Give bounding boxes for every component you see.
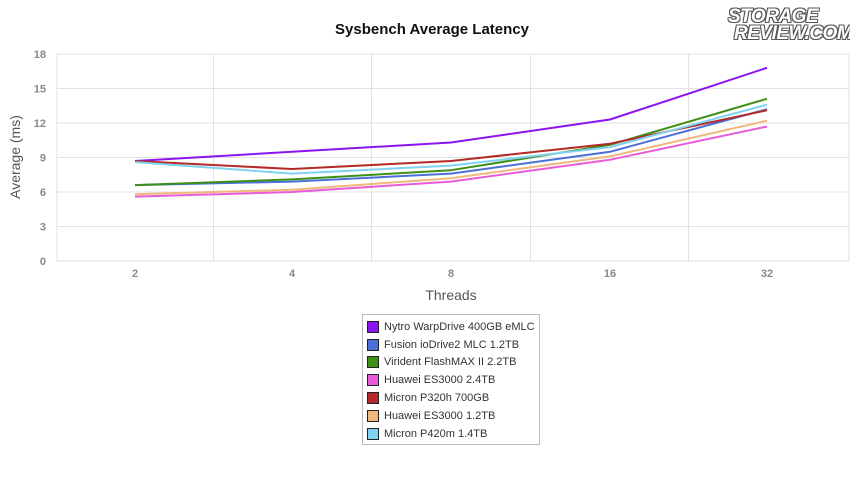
y-tick-label: 3: [40, 222, 46, 234]
legend-item: Huawei ES3000 2.4TB: [367, 371, 535, 389]
x-tick-label: 32: [761, 268, 773, 280]
y-tick-label: 18: [34, 49, 46, 61]
y-tick-label: 6: [40, 187, 46, 199]
series-line-2: [134, 97, 768, 187]
y-tick-label: 9: [40, 153, 46, 165]
x-tick-label: 16: [604, 268, 616, 280]
x-tick-label: 4: [289, 268, 296, 280]
logo-line-1: STORAGE: [728, 6, 819, 27]
legend-swatch: [367, 338, 379, 351]
legend-swatch: [367, 409, 379, 422]
storagereview-logo: STORAGE REVIEW.COM: [728, 6, 850, 48]
legend-item: Huawei ES3000 1.2TB: [367, 407, 535, 425]
legend-swatch: [367, 356, 379, 369]
x-tick-label: 8: [448, 268, 454, 280]
legend-label: Nytro WarpDrive 400GB eMLC: [384, 320, 535, 333]
legend-label: Micron P320h 700GB: [384, 392, 490, 405]
legend-swatch: [367, 374, 379, 387]
y-tick-label: 15: [34, 84, 46, 96]
legend-item: Nytro WarpDrive 400GB eMLC: [367, 318, 535, 336]
series-line-1: [134, 108, 768, 187]
legend-label: Huawei ES3000 1.2TB: [384, 409, 496, 422]
legend-label: Micron P420m 1.4TB: [384, 427, 488, 440]
legend-item: Micron P420m 1.4TB: [367, 425, 535, 443]
series-line-5: [134, 119, 768, 196]
y-tick-labels: 0 3 6 9 12 15 18: [34, 49, 46, 268]
x-tick-label: 2: [132, 268, 138, 280]
legend-swatch: [367, 427, 379, 440]
legend-item: Micron P320h 700GB: [367, 389, 535, 407]
series-line-3: [134, 125, 768, 198]
legend-swatch: [367, 320, 379, 333]
y-tick-label: 12: [34, 118, 46, 130]
legend-label: Fusion ioDrive2 MLC 1.2TB: [384, 338, 520, 351]
legend-label: Huawei ES3000 2.4TB: [384, 374, 496, 387]
legend-label: Virident FlashMAX II 2.2TB: [384, 356, 517, 369]
logo-line-2: REVIEW.COM: [734, 23, 850, 44]
chart-title: Sysbench Average Latency: [335, 21, 530, 38]
x-tick-labels: 2 4 8 16 32: [132, 268, 773, 280]
y-tick-label: 0: [40, 256, 46, 268]
gridlines: [56, 53, 850, 262]
series-lines: [134, 66, 768, 198]
chart-legend: Nytro WarpDrive 400GB eMLC Fusion ioDrive…: [362, 314, 540, 445]
legend-item: Virident FlashMAX II 2.2TB: [367, 354, 535, 372]
y-axis-label: Average (ms): [7, 115, 23, 199]
x-axis-label: Threads: [425, 287, 476, 303]
series-line-0: [134, 66, 768, 162]
legend-swatch: [367, 392, 379, 405]
series-line-6: [134, 103, 768, 175]
legend-item: Fusion ioDrive2 MLC 1.2TB: [367, 336, 535, 354]
